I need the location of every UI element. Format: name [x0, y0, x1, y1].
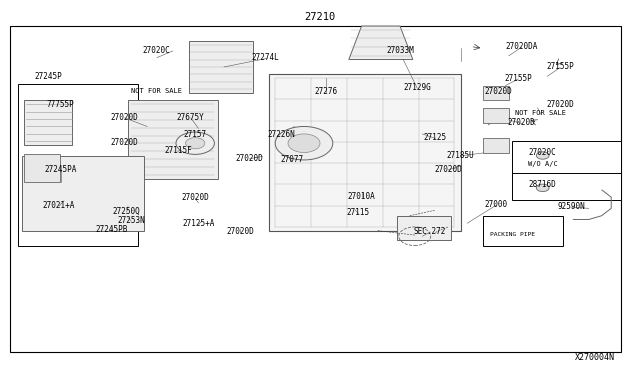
Text: 27276: 27276 — [315, 87, 338, 96]
Bar — [269, 74, 461, 231]
Text: 27020D: 27020D — [546, 100, 574, 109]
Text: 27020D: 27020D — [111, 113, 139, 122]
Text: 27020D: 27020D — [508, 118, 536, 127]
Text: 27020D: 27020D — [181, 193, 209, 202]
Circle shape — [536, 152, 549, 159]
Text: NOT FOR SALE: NOT FOR SALE — [131, 88, 182, 94]
Text: 27155P: 27155P — [546, 62, 574, 71]
Bar — [24, 154, 60, 182]
Text: 27020D: 27020D — [484, 87, 512, 96]
Text: 27129G: 27129G — [403, 83, 431, 92]
Text: 27226N: 27226N — [268, 130, 296, 139]
Bar — [18, 84, 138, 246]
Text: 27010A: 27010A — [348, 192, 376, 201]
Text: 27077: 27077 — [280, 155, 303, 164]
Polygon shape — [349, 26, 413, 60]
Text: 27245PB: 27245PB — [96, 225, 128, 234]
Bar — [512, 141, 621, 175]
Text: 27125: 27125 — [424, 133, 447, 142]
Text: 27125+A: 27125+A — [182, 219, 214, 228]
Text: 27020D: 27020D — [236, 154, 264, 163]
Text: 27185U: 27185U — [447, 151, 475, 160]
Text: 77755P: 77755P — [47, 100, 75, 109]
Text: 27155P: 27155P — [504, 74, 532, 83]
Bar — [22, 156, 144, 231]
Text: 92590N: 92590N — [557, 202, 585, 211]
Text: 27253N: 27253N — [117, 216, 145, 225]
Text: 27115: 27115 — [347, 208, 370, 217]
Text: PACKING PIPE: PACKING PIPE — [490, 232, 534, 237]
Circle shape — [186, 138, 205, 149]
Text: 27020D: 27020D — [434, 165, 462, 174]
Bar — [483, 86, 509, 100]
Circle shape — [176, 132, 214, 154]
Text: 28716D: 28716D — [529, 180, 557, 189]
Text: 27000: 27000 — [484, 200, 508, 209]
Text: SEC.272: SEC.272 — [414, 227, 446, 236]
Circle shape — [288, 134, 320, 153]
Text: 27020D: 27020D — [226, 227, 254, 236]
Circle shape — [275, 126, 333, 160]
Bar — [189, 41, 253, 93]
Bar — [397, 216, 451, 240]
Bar — [483, 108, 509, 123]
Bar — [512, 173, 621, 200]
Text: 27033M: 27033M — [386, 46, 414, 55]
Text: 27274L: 27274L — [252, 53, 280, 62]
Bar — [128, 100, 218, 179]
Text: X270004N: X270004N — [575, 353, 615, 362]
Text: 27020C: 27020C — [143, 46, 171, 55]
Bar — [24, 100, 72, 145]
Text: 27250Q: 27250Q — [113, 207, 141, 216]
Circle shape — [536, 184, 549, 192]
Text: 27020D: 27020D — [111, 138, 139, 147]
Text: 27021+A: 27021+A — [43, 201, 75, 210]
Text: 27115F: 27115F — [164, 146, 192, 155]
Text: 27245P: 27245P — [34, 72, 62, 81]
Text: 27675Y: 27675Y — [177, 113, 205, 122]
Text: 27020DA: 27020DA — [506, 42, 538, 51]
Text: 27245PA: 27245PA — [45, 165, 77, 174]
Text: 27210: 27210 — [305, 12, 335, 22]
Bar — [483, 216, 563, 246]
Text: 27157: 27157 — [184, 130, 207, 139]
Text: NOT FOR SALE: NOT FOR SALE — [515, 110, 566, 116]
Text: 27020C: 27020C — [529, 148, 557, 157]
Bar — [10, 26, 621, 352]
Text: W/O A/C: W/O A/C — [528, 161, 557, 167]
Bar — [483, 138, 509, 153]
